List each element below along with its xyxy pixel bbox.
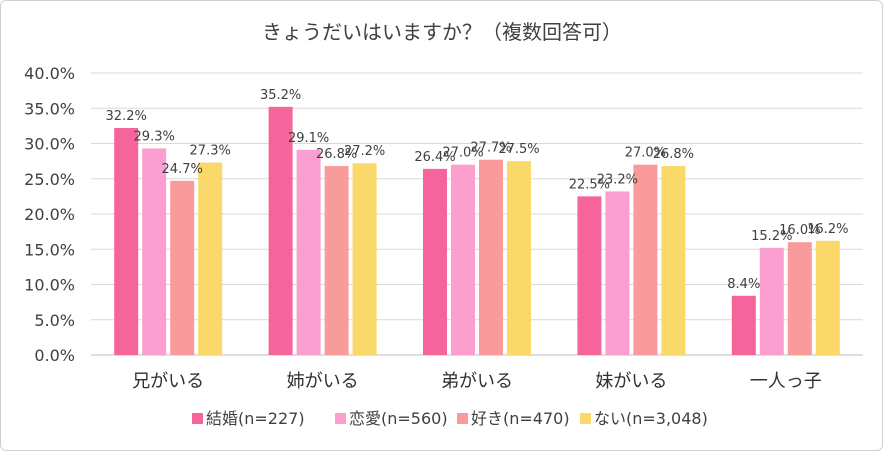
y-tick-label: 30.0%: [24, 135, 75, 154]
bar: [198, 162, 223, 355]
legend-swatch: [457, 413, 468, 424]
y-tick-label: 5.0%: [34, 311, 75, 330]
data-label: 27.7%: [470, 141, 511, 156]
data-label: 26.8%: [316, 147, 357, 162]
legend-swatch: [192, 413, 203, 424]
bar: [268, 106, 293, 355]
data-label: 24.7%: [162, 162, 203, 177]
data-label: 26.4%: [414, 150, 455, 165]
legend-swatch: [580, 413, 591, 424]
bars: [114, 106, 840, 356]
bar: [352, 163, 377, 355]
data-label: 26.8%: [653, 147, 694, 162]
data-label: 27.3%: [190, 144, 231, 159]
bar: [114, 127, 139, 356]
x-category-label: 姉がいる: [287, 371, 359, 392]
data-label: 23.2%: [597, 172, 638, 187]
bar: [731, 295, 756, 355]
x-category-label: 弟がいる: [441, 371, 513, 392]
data-label: 16.2%: [807, 222, 848, 237]
data-label: 32.2%: [106, 109, 147, 124]
bar: [661, 166, 686, 355]
x-category-label: 妹がいる: [595, 371, 667, 392]
legend-swatch: [335, 413, 346, 424]
bar: [759, 247, 784, 355]
bar: [787, 242, 812, 355]
bar: [605, 191, 630, 355]
bar: [170, 180, 195, 355]
x-category-label: 一人っ子: [750, 371, 822, 392]
bar: [479, 159, 503, 355]
bar: [451, 164, 475, 355]
data-label: 29.3%: [134, 129, 175, 144]
data-labels: 32.2%29.3%24.7%27.3%35.2%29.1%26.8%27.2%…: [106, 88, 849, 292]
legend: 結婚(n=227) 恋愛(n=560) 好き(n=470) ない(n=3,048): [192, 409, 708, 428]
y-tick-label: 10.0%: [24, 276, 75, 295]
data-label: 22.5%: [569, 177, 610, 192]
data-label: 27.0%: [442, 146, 483, 161]
chart-title: きょうだいはいますか？（複数回答可）: [262, 20, 622, 44]
legend-label: 恋愛(n=560): [349, 409, 448, 428]
bar: [577, 196, 602, 355]
data-label: 27.0%: [625, 146, 666, 161]
y-tick-label: 35.0%: [24, 99, 75, 118]
data-label: 27.5%: [498, 142, 539, 157]
bar: [423, 168, 447, 355]
x-category-label: 兄がいる: [132, 371, 204, 392]
bar: [142, 148, 167, 355]
y-axis-ticks: 0.0% 5.0% 10.0% 15.0% 20.0% 25.0% 30.0% 35.0% 40…: [24, 64, 75, 365]
data-label: 27.2%: [344, 144, 385, 159]
legend-label: 好き(n=470): [471, 409, 570, 428]
bar: [324, 166, 349, 355]
data-label: 8.4%: [727, 277, 760, 292]
x-axis-categories: 兄がいる 姉がいる 弟がいる 妹がいる 一人っ子: [132, 371, 822, 392]
data-label: 35.2%: [260, 88, 301, 103]
data-label: 15.2%: [751, 229, 792, 244]
bar: [815, 240, 840, 355]
y-tick-label: 40.0%: [24, 64, 75, 83]
legend-label: 結婚(n=227): [206, 409, 305, 428]
data-label: 16.0%: [779, 223, 820, 238]
y-tick-label: 20.0%: [24, 205, 75, 224]
y-tick-label: 0.0%: [34, 346, 75, 365]
y-tick-label: 25.0%: [24, 170, 75, 189]
y-tick-label: 15.0%: [24, 240, 75, 259]
data-label: 29.1%: [288, 131, 329, 146]
bar: [296, 149, 321, 355]
bar: [507, 161, 531, 355]
legend-label: ない(n=3,048): [594, 409, 708, 428]
bar: [633, 164, 658, 355]
